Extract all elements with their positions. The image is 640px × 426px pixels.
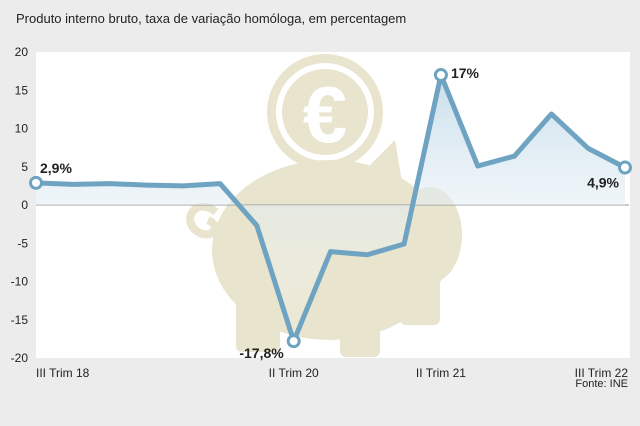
y-tick-label: 20 <box>15 45 29 59</box>
chart-title: Produto interno bruto, taxa de variação … <box>16 11 407 26</box>
svg-text:€: € <box>303 70 348 159</box>
series-line <box>33 72 628 344</box>
y-tick-label: -20 <box>11 351 29 365</box>
data-point-marker <box>433 67 448 82</box>
y-tick-label: -5 <box>17 236 28 250</box>
source-note: Fonte: INE <box>575 378 628 390</box>
x-tick-label: III Trim 22 <box>575 366 629 380</box>
x-tick-label: II Trim 20 <box>269 366 319 380</box>
data-label: 2,9% <box>40 160 72 176</box>
data-label: 4,9% <box>587 175 619 191</box>
y-tick-label: -10 <box>11 275 29 289</box>
data-point-marker <box>286 334 301 349</box>
x-tick-label: III Trim 18 <box>36 366 90 380</box>
y-tick-label: 10 <box>15 122 29 136</box>
data-point-marker <box>29 175 43 190</box>
data-label: 17% <box>451 65 480 81</box>
y-tick-label: 15 <box>15 83 29 97</box>
data-point-marker <box>618 160 632 175</box>
series-area <box>36 74 625 342</box>
x-tick-label: II Trim 21 <box>416 366 466 380</box>
y-tick-label: 5 <box>21 160 28 174</box>
y-tick-label: -15 <box>11 313 29 327</box>
data-label: -17,8% <box>239 345 284 361</box>
y-tick-label: 0 <box>21 198 28 212</box>
